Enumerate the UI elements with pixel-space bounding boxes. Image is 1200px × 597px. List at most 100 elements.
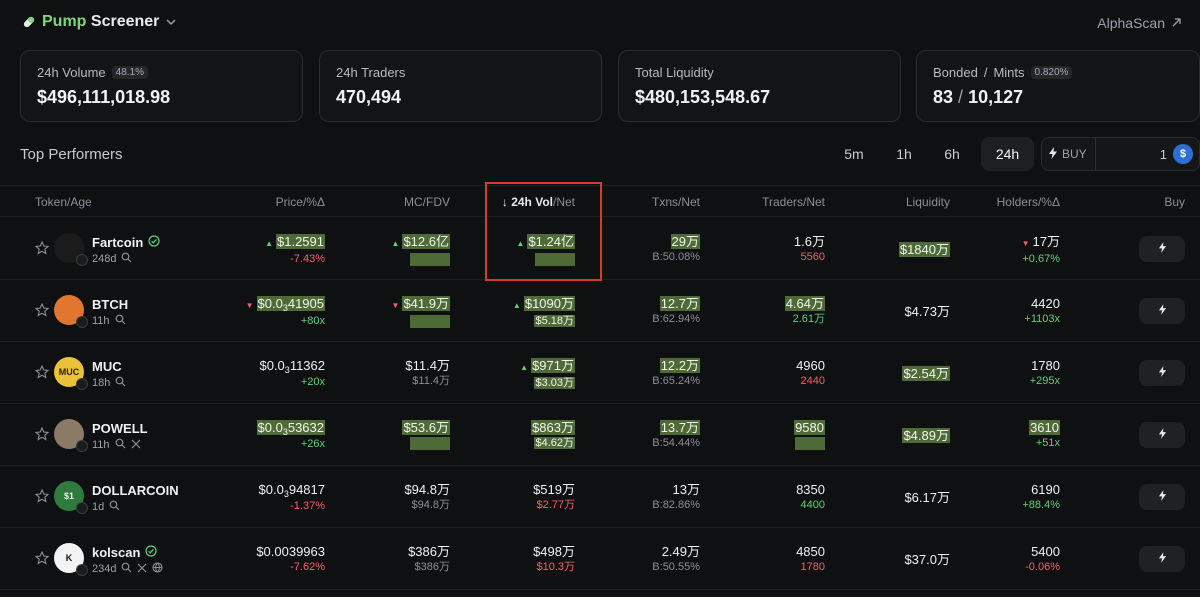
star-icon[interactable]	[34, 364, 50, 384]
token-age: 248d	[92, 253, 117, 265]
token-name[interactable]: DOLLARCOIN	[92, 483, 179, 498]
vol-value: $863万	[531, 420, 575, 435]
txns-net: B:65.24%	[652, 375, 700, 387]
price-value: $0.0311362	[259, 358, 325, 375]
trend-down-icon: ▼	[391, 301, 400, 310]
search-icon[interactable]	[109, 500, 120, 514]
table-row[interactable]: Fartcoin 248d ▲ $1.2591 -7.43% ▲ $12.6亿 ▲ $1…	[0, 218, 1200, 280]
lightning-icon	[1158, 550, 1167, 568]
sort-arrow-icon: ↓	[501, 195, 508, 209]
globe-icon[interactable]	[152, 562, 164, 576]
token-name[interactable]: POWELL	[92, 421, 148, 436]
fdv-value	[392, 252, 450, 267]
price-change: +20x	[300, 376, 325, 388]
token-avatar: $1	[54, 481, 88, 514]
pump-badge-icon	[76, 254, 88, 266]
star-icon[interactable]	[34, 240, 50, 260]
token-name[interactable]: MUC	[92, 359, 122, 374]
lightning-icon	[1158, 426, 1167, 444]
app-switcher[interactable]: Pump Screener	[22, 13, 177, 31]
col-traders[interactable]: Traders/Net	[762, 195, 825, 209]
vol-net: $2.77万	[536, 499, 575, 511]
txns-value: 2.49万	[661, 544, 700, 559]
star-icon[interactable]	[34, 550, 50, 570]
stat-label: 24h Traders	[336, 65, 406, 80]
x-icon[interactable]	[137, 563, 147, 576]
traders-value: 8350	[796, 482, 825, 497]
table-row[interactable]: $1 DOLLARCOIN 1d $0.0394817 -1.37% $94.8万…	[0, 466, 1200, 528]
stat-value: 470,494	[336, 87, 402, 107]
buy-amount-input[interactable]: 1	[1159, 146, 1167, 162]
liquidity-value: $2.54万	[902, 366, 950, 381]
x-icon[interactable]	[131, 439, 141, 452]
verified-icon	[148, 235, 160, 250]
search-icon[interactable]	[115, 438, 126, 452]
stat-label: Bonded	[933, 65, 978, 80]
trend-up-icon: ▲	[516, 239, 525, 248]
alphascan-link[interactable]: AlphaScan	[1097, 15, 1182, 31]
stat-card-bonded: Bonded / Mints 0.820% 83 / 10,127	[916, 50, 1200, 122]
token-age: 11h	[92, 315, 110, 327]
tab-1h[interactable]: 1h	[896, 146, 912, 162]
quick-buy-amount[interactable]: BUY 1 $	[1041, 137, 1200, 171]
trend-down-icon: ▼	[1021, 239, 1030, 248]
vol-net: $5.18万	[534, 315, 575, 327]
txns-net: B:82.86%	[652, 499, 700, 511]
star-icon[interactable]	[34, 426, 50, 446]
token-name[interactable]: BTCH	[92, 297, 129, 312]
col-txns[interactable]: Txns/Net	[651, 195, 700, 209]
traders-net: 2440	[800, 375, 825, 387]
holders-change: +88.4%	[1022, 499, 1060, 511]
table-row[interactable]: POWELL 11h $0.0353632 +26x $53.6万 $863万 $4…	[0, 404, 1200, 466]
external-arrow-icon	[1171, 15, 1182, 31]
quick-buy-button[interactable]	[1139, 236, 1185, 262]
star-icon[interactable]	[34, 488, 50, 508]
table-row[interactable]: K kolscan 234d $0.0039963 -7.62% $386万 $38…	[0, 528, 1200, 590]
col-mc[interactable]: MC/FDV	[404, 195, 450, 209]
table-row[interactable]: MUC MUC 18h $0.0311362 +20x $11.4万 $11.4万 …	[0, 342, 1200, 404]
tab-5m[interactable]: 5m	[844, 146, 864, 162]
col-liquidity[interactable]: Liquidity	[905, 195, 950, 209]
vol-value: ▲ $971万	[520, 358, 575, 373]
vol-value: $519万	[533, 482, 575, 497]
quick-buy-button[interactable]	[1139, 422, 1185, 448]
tab-24h[interactable]: 24h	[981, 137, 1034, 171]
liquidity-value: $4.89万	[902, 428, 950, 443]
quick-buy-button[interactable]	[1139, 546, 1185, 572]
col-sublabel: /Net	[552, 195, 575, 209]
section-title: Top Performers	[20, 146, 123, 163]
traders-net: 1780	[800, 561, 825, 573]
top-bar: Pump Screener AlphaScan	[0, 0, 1200, 46]
star-icon[interactable]	[34, 302, 50, 322]
liquidity-value: $37.0万	[904, 552, 950, 567]
col-price[interactable]: Price/%Δ	[275, 195, 325, 209]
mc-value: ▼ $41.9万	[391, 296, 450, 311]
buy-label: BUY	[1062, 147, 1087, 161]
tab-6h[interactable]: 6h	[944, 146, 960, 162]
stat-card-liquidity: Total Liquidity $480,153,548.67	[618, 50, 901, 122]
table-row[interactable]: BTCH 11h ▼ $0.0341905 +80x ▼ $41.9万 ▲ $1090万…	[0, 280, 1200, 342]
search-icon[interactable]	[115, 376, 126, 390]
pump-badge-icon	[76, 440, 88, 452]
liquidity-value: $6.17万	[904, 490, 950, 505]
search-icon[interactable]	[121, 562, 132, 576]
search-icon[interactable]	[115, 314, 126, 328]
price-change: -1.37%	[290, 500, 325, 512]
col-holders[interactable]: Holders/%Δ	[996, 195, 1060, 209]
token-name[interactable]: kolscan	[92, 545, 141, 560]
token-name[interactable]: Fartcoin	[92, 235, 144, 250]
search-icon[interactable]	[121, 252, 132, 266]
col-buy: Buy	[1164, 195, 1185, 209]
quick-buy-button[interactable]	[1139, 360, 1185, 386]
col-24h-vol[interactable]: ↓ 24h Vol/Net	[502, 195, 575, 209]
lightning-icon	[1158, 302, 1167, 320]
holders-change: +51x	[1035, 437, 1060, 449]
col-token[interactable]: Token/Age	[35, 195, 92, 209]
lightning-icon	[1158, 240, 1167, 258]
pump-badge-icon	[76, 564, 88, 576]
quick-buy-button[interactable]	[1139, 298, 1185, 324]
vol-column-highlight	[485, 182, 602, 281]
token-avatar: MUC	[54, 357, 88, 390]
mc-value: $386万	[408, 544, 450, 559]
quick-buy-button[interactable]	[1139, 484, 1185, 510]
